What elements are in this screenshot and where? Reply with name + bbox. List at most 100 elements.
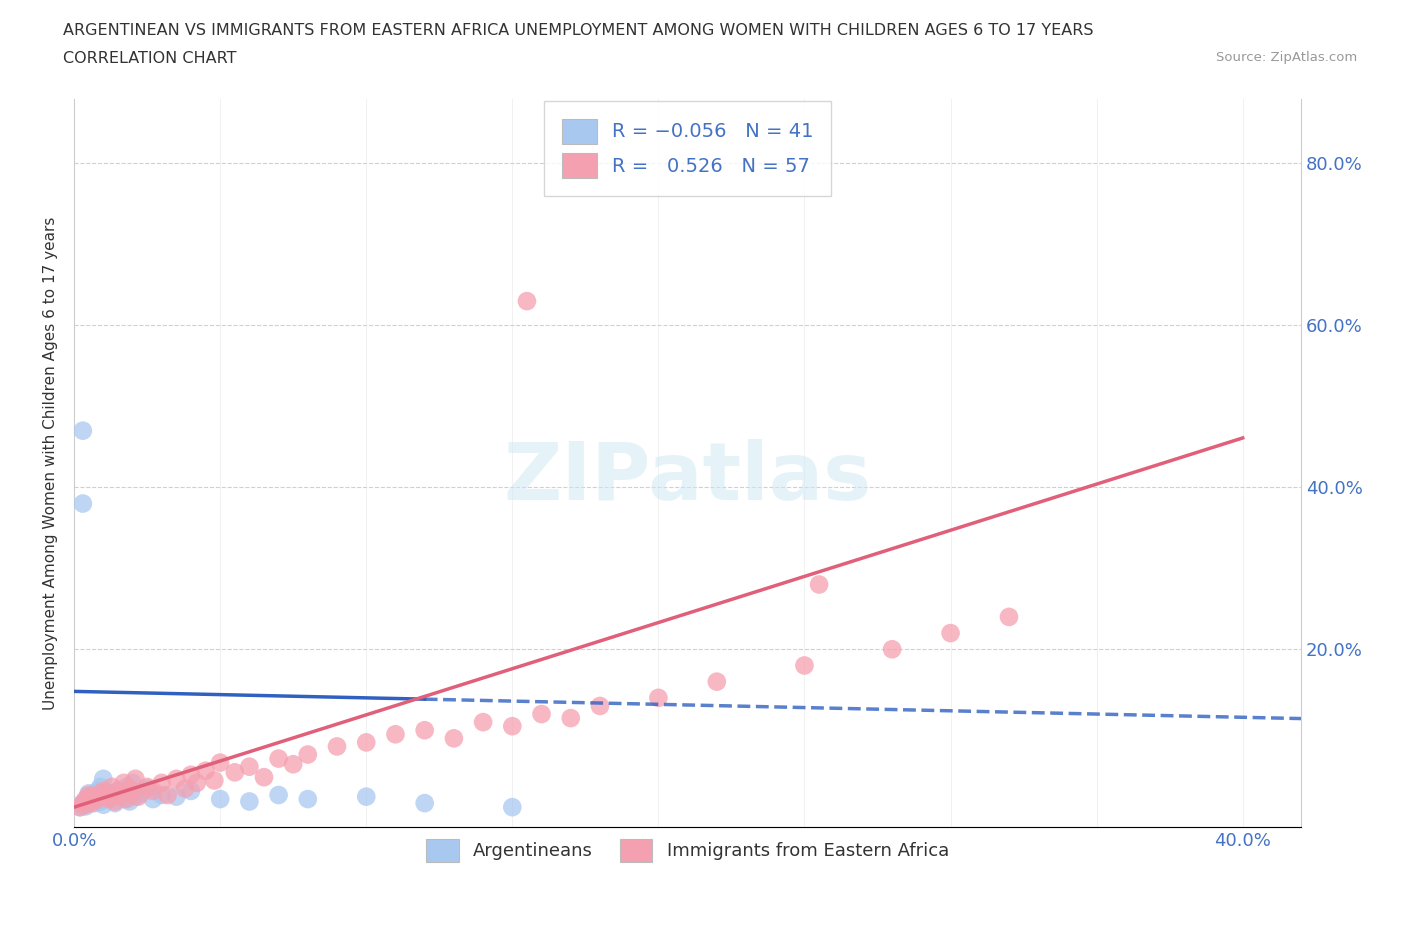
Point [83, 790, 105, 805]
Point [112, 791, 135, 806]
Point [186, 776, 208, 790]
Point [75, 794, 97, 809]
Point [209, 755, 232, 770]
Point [91, 771, 114, 786]
Point [224, 764, 246, 779]
Point [121, 786, 143, 801]
Point [267, 788, 290, 803]
Point [110, 788, 132, 803]
Point [86, 784, 108, 799]
Point [91, 790, 114, 804]
Point [98, 790, 121, 804]
Point [283, 757, 305, 772]
Point [77, 794, 100, 809]
Point [413, 796, 436, 811]
Point [165, 790, 187, 804]
Text: Source: ZipAtlas.com: Source: ZipAtlas.com [1216, 51, 1357, 64]
Point [194, 764, 217, 778]
Point [75, 799, 97, 814]
Point [998, 609, 1021, 624]
Point [89, 779, 111, 794]
Point [180, 767, 202, 782]
Point [706, 674, 728, 689]
Point [86, 791, 108, 806]
Text: CORRELATION CHART: CORRELATION CHART [63, 51, 236, 66]
Point [267, 751, 290, 766]
Point [121, 776, 143, 790]
Point [202, 773, 225, 788]
Point [72, 496, 94, 511]
Point [156, 788, 179, 803]
Point [104, 794, 127, 809]
Point [69, 800, 91, 815]
Point [75, 797, 97, 812]
Point [72, 797, 94, 812]
Point [413, 723, 436, 737]
Point [129, 786, 152, 801]
Point [165, 771, 187, 786]
Point [72, 796, 94, 811]
Point [86, 788, 108, 803]
Point [882, 642, 904, 657]
Point [238, 794, 260, 809]
Point [118, 794, 141, 809]
Point [104, 796, 127, 811]
Point [354, 790, 377, 804]
Point [77, 788, 100, 803]
Point [77, 791, 100, 806]
Point [110, 788, 132, 803]
Point [101, 779, 124, 794]
Point [516, 294, 538, 309]
Point [89, 794, 111, 809]
Point [72, 796, 94, 811]
Point [69, 800, 91, 815]
Point [124, 771, 146, 786]
Point [75, 791, 97, 806]
Point [560, 711, 582, 725]
Point [142, 784, 165, 799]
Legend: Argentineans, Immigrants from Eastern Africa: Argentineans, Immigrants from Eastern Af… [419, 831, 956, 870]
Point [80, 792, 103, 807]
Point [91, 791, 114, 806]
Point [180, 784, 202, 799]
Point [136, 779, 159, 794]
Point [72, 423, 94, 438]
Point [384, 727, 406, 742]
Point [136, 781, 159, 796]
Text: ZIPatlas: ZIPatlas [503, 439, 872, 517]
Point [77, 790, 100, 804]
Point [297, 747, 319, 762]
Point [80, 790, 103, 804]
Point [124, 790, 146, 804]
Point [91, 784, 114, 799]
Point [142, 791, 165, 806]
Point [118, 781, 141, 796]
Point [77, 786, 100, 801]
Point [98, 791, 121, 806]
Point [115, 791, 138, 806]
Point [80, 796, 103, 811]
Point [112, 776, 135, 790]
Point [647, 690, 669, 705]
Y-axis label: Unemployment Among Women with Children Ages 6 to 17 years: Unemployment Among Women with Children A… [44, 217, 58, 710]
Point [501, 719, 523, 734]
Point [939, 626, 962, 641]
Point [354, 735, 377, 750]
Point [96, 788, 118, 803]
Point [589, 698, 612, 713]
Point [472, 714, 495, 729]
Point [530, 707, 553, 722]
Point [115, 779, 138, 794]
Point [808, 577, 831, 591]
Point [253, 770, 276, 785]
Text: ARGENTINEAN VS IMMIGRANTS FROM EASTERN AFRICA UNEMPLOYMENT AMONG WOMEN WITH CHIL: ARGENTINEAN VS IMMIGRANTS FROM EASTERN A… [63, 23, 1094, 38]
Point [91, 797, 114, 812]
Point [326, 739, 349, 754]
Point [89, 786, 111, 801]
Point [174, 781, 197, 796]
Point [83, 796, 105, 811]
Point [101, 786, 124, 801]
Point [107, 784, 129, 799]
Point [209, 791, 232, 806]
Point [107, 784, 129, 799]
